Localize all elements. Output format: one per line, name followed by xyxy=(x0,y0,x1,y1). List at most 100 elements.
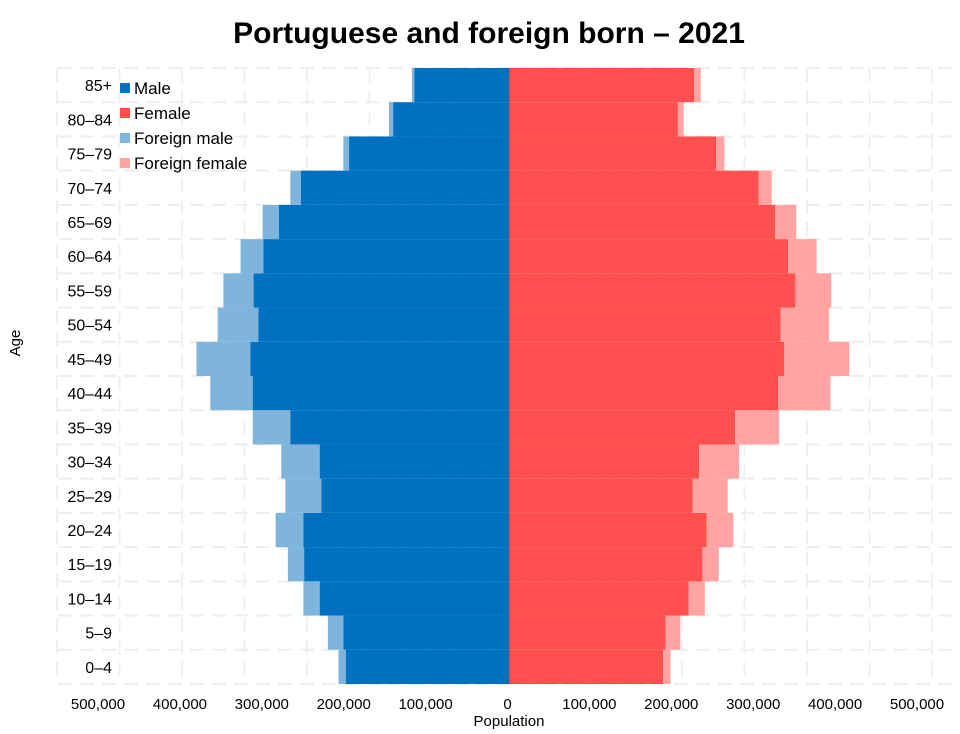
x-tick-label: 300,000 xyxy=(235,696,289,713)
bar-foreign-male xyxy=(217,307,259,342)
bar-male xyxy=(290,410,509,445)
bar-foreign-female xyxy=(758,170,772,205)
bar-foreign-female xyxy=(783,341,850,376)
bar-foreign-male xyxy=(262,204,279,240)
bar-foreign-male xyxy=(210,376,253,411)
bar-foreign-male xyxy=(338,649,346,684)
y-tick-label: 0–4 xyxy=(85,660,112,677)
y-tick-label: 5–9 xyxy=(85,626,112,643)
bar-male xyxy=(258,307,509,342)
y-tick-label: 65–69 xyxy=(68,215,113,232)
y-tick-label: 45–49 xyxy=(68,352,113,369)
bar-foreign-female xyxy=(716,136,725,171)
bar-foreign-male xyxy=(343,136,350,171)
x-tick-labels: 500,000 400,000 300,000 200,000 100,000 0 100,… xyxy=(71,696,944,713)
bar-foreign-female xyxy=(688,581,705,616)
y-tick-label: 30–34 xyxy=(68,455,113,472)
y-tick-label: 55–59 xyxy=(68,283,113,300)
legend-label: Foreign female xyxy=(134,154,247,173)
bar-male xyxy=(252,376,509,411)
bar-foreign-female xyxy=(694,68,701,103)
bar-foreign-male xyxy=(252,410,291,445)
bar-male xyxy=(300,170,509,205)
x-axis-label: Population xyxy=(474,713,545,730)
bar-foreign-female xyxy=(663,649,671,684)
bar-female xyxy=(509,273,796,308)
bar-foreign-female xyxy=(778,376,831,411)
bar-foreign-male xyxy=(389,102,394,137)
bar-foreign-female xyxy=(780,307,829,342)
y-tick-label: 35–39 xyxy=(68,420,113,437)
bar-foreign-female xyxy=(699,444,740,479)
bar-female xyxy=(509,68,695,103)
bar-male xyxy=(303,512,509,548)
y-tick-label: 80–84 xyxy=(68,112,113,129)
legend-swatch xyxy=(120,158,130,168)
bar-foreign-female xyxy=(677,102,684,137)
bar-foreign-male xyxy=(287,547,305,582)
legend: Male Female Foreign male Foreign female xyxy=(120,79,247,173)
y-tick-label: 25–29 xyxy=(68,489,113,506)
bar-female xyxy=(509,136,717,171)
bar-female xyxy=(509,581,689,616)
bar-male xyxy=(263,239,509,274)
x-tick-label: 200,000 xyxy=(644,696,698,713)
bar-male xyxy=(304,547,509,582)
bar-foreign-male xyxy=(285,478,322,513)
y-axis-label: Age xyxy=(7,330,24,357)
y-tick-label: 50–54 xyxy=(68,318,113,335)
chart-title: Portuguese and foreign born – 2021 xyxy=(233,17,745,50)
bar-foreign-male xyxy=(327,615,344,650)
legend-swatch xyxy=(120,108,130,118)
bar-female xyxy=(509,341,784,376)
x-tick-label: 500,000 xyxy=(71,696,125,713)
bar-foreign-female xyxy=(795,273,832,308)
bar-female xyxy=(509,170,759,205)
bar-foreign-female xyxy=(788,239,817,274)
bar-male xyxy=(253,273,509,308)
bar-male xyxy=(319,444,509,479)
bar-foreign-male xyxy=(196,341,251,376)
y-tick-label: 20–24 xyxy=(68,523,113,540)
bar-foreign-male xyxy=(240,239,264,274)
bar-female xyxy=(509,444,700,479)
x-tick-label: 400,000 xyxy=(808,696,862,713)
y-tick-label: 60–64 xyxy=(68,249,113,266)
bar-male xyxy=(319,581,509,616)
y-tick-labels: 0–4 5–9 10–14 15–19 20–24 25–29 30–34 35–39 40–4… xyxy=(68,78,113,677)
bar-male xyxy=(321,478,509,513)
legend-swatch xyxy=(120,133,130,143)
x-tick-label: 100,000 xyxy=(562,696,616,713)
x-tick-label: 400,000 xyxy=(153,696,207,713)
legend-label: Female xyxy=(134,104,191,123)
bar-foreign-male xyxy=(223,273,254,308)
y-tick-label: 10–14 xyxy=(68,591,113,608)
bar-female xyxy=(509,512,707,548)
bar-foreign-female xyxy=(692,478,728,513)
x-tick-label: 0 xyxy=(503,696,511,713)
bar-female xyxy=(509,307,781,342)
bar-female xyxy=(509,410,736,445)
bar-female xyxy=(509,239,789,274)
y-tick-label: 70–74 xyxy=(68,181,113,198)
bar-male xyxy=(393,102,509,137)
bar-female xyxy=(509,615,666,650)
bar-foreign-male xyxy=(290,170,301,205)
bar-female xyxy=(509,649,664,684)
y-tick-label: 40–44 xyxy=(68,386,113,403)
bar-male xyxy=(345,649,509,684)
bar-female xyxy=(509,376,779,411)
bar-foreign-male xyxy=(281,444,320,479)
bars xyxy=(196,68,850,684)
bar-female xyxy=(509,547,703,582)
bar-foreign-female xyxy=(702,547,719,582)
y-tick-label: 15–19 xyxy=(68,557,113,574)
bar-foreign-male xyxy=(303,581,320,616)
legend-swatch xyxy=(120,83,130,93)
bar-male xyxy=(278,204,509,240)
bar-foreign-male xyxy=(411,68,415,103)
bar-female xyxy=(509,204,776,240)
x-tick-label: 500,000 xyxy=(890,696,944,713)
